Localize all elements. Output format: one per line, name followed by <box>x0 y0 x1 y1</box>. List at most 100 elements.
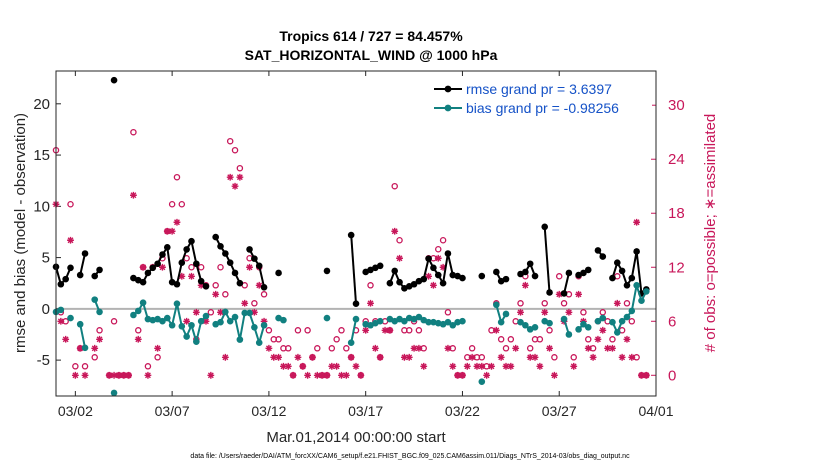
assimilated-point <box>105 371 113 379</box>
y-axis-label: rmse and bias (model - observation) <box>12 113 29 353</box>
y-tick-label: 15 <box>33 147 50 164</box>
bias-point <box>139 299 147 307</box>
assimilated-point <box>188 272 195 280</box>
rmse-point <box>110 76 118 84</box>
assimilated-point <box>197 281 205 289</box>
rmse-point <box>159 251 166 258</box>
rmse-point <box>420 275 428 283</box>
bias-point <box>347 339 355 346</box>
rmse-point <box>222 250 229 257</box>
assimilated-point <box>125 371 132 379</box>
assimilated-point <box>376 353 384 361</box>
possible-point <box>265 327 273 334</box>
rmse-line-segment <box>543 226 551 293</box>
bias-line-segment <box>132 301 207 343</box>
assimilated-point <box>502 362 510 370</box>
bias-series <box>52 281 650 397</box>
possible-point <box>517 300 524 307</box>
assimilated-point <box>226 173 234 181</box>
rmse-line-segment <box>133 240 207 287</box>
rmse-point <box>231 269 239 277</box>
rmse-point <box>618 267 626 275</box>
assimilated-point <box>521 281 529 289</box>
assimilated-point <box>584 344 592 352</box>
y-tick-label: -5 <box>37 352 50 369</box>
assimilated-point <box>323 371 331 379</box>
assimilated-point <box>415 344 423 352</box>
rmse-line-segment <box>350 234 357 304</box>
assimilated-point <box>71 371 79 379</box>
rmse-point <box>178 259 186 267</box>
x-tick-label: 03/27 <box>542 403 577 419</box>
rmse-line-segment <box>248 248 266 288</box>
rmse-point <box>493 268 500 276</box>
assimilated-point <box>163 227 171 235</box>
bias-point <box>260 321 268 329</box>
assimilated-point <box>570 362 578 370</box>
rmse-point <box>526 260 534 268</box>
assimilated-point <box>134 335 142 343</box>
bias-point <box>246 309 253 317</box>
possible-point <box>154 354 161 361</box>
possible-point <box>275 336 282 343</box>
assimilated-point <box>623 335 631 343</box>
assimilated-point <box>642 371 650 379</box>
possible-point <box>338 327 345 334</box>
bias-point <box>280 316 287 324</box>
possible-point <box>314 345 321 352</box>
plot-frame <box>55 70 657 397</box>
assimilated-point <box>362 326 370 334</box>
bias-point <box>623 313 631 321</box>
possible-point <box>391 182 398 190</box>
bias-point <box>159 317 166 325</box>
assimilated-point <box>367 299 374 307</box>
rmse-point <box>275 269 282 277</box>
assimilated-point <box>304 371 312 379</box>
assimilated-point <box>638 371 645 379</box>
y2-tick-label: 18 <box>668 205 685 222</box>
assimilated-point <box>526 353 534 361</box>
possible-point <box>415 327 423 334</box>
possible-point <box>251 300 258 307</box>
possible-point <box>570 354 577 361</box>
assimilated-point <box>381 326 389 334</box>
y-tick-label: 20 <box>33 96 50 113</box>
bias-point <box>628 307 636 315</box>
rmse-point <box>173 280 181 288</box>
possible-point <box>217 264 224 271</box>
assimilated-point <box>313 371 321 379</box>
rmse-point <box>633 248 640 255</box>
assimilated-point <box>507 362 515 370</box>
bias-point <box>76 320 84 328</box>
bias-point <box>444 318 452 326</box>
assimilated-point <box>483 371 491 379</box>
possible-point <box>333 336 340 343</box>
bias-point <box>449 321 457 329</box>
possible-point <box>468 345 476 352</box>
assimilated-point <box>468 353 476 361</box>
assimilated-point <box>449 362 457 370</box>
bias-point <box>493 301 500 309</box>
rmse-point <box>541 223 549 231</box>
bias-point <box>618 317 626 325</box>
possible-point <box>178 200 186 208</box>
rmse-point <box>396 278 403 286</box>
rmse-line-segment <box>55 266 72 286</box>
y2-tick-label: 30 <box>668 97 685 114</box>
possible-point <box>623 300 631 307</box>
bias-point <box>580 320 587 328</box>
bias-point <box>633 281 640 289</box>
possible-point <box>304 327 311 334</box>
y-axis-left: -5 0 5 10 15 20 <box>33 96 61 369</box>
assimilated-point <box>255 281 263 289</box>
rmse-point <box>76 271 84 279</box>
rmse-point <box>560 290 568 297</box>
assimilated-point <box>497 353 505 361</box>
y2-tick-label: 0 <box>668 367 676 384</box>
assimilated-point <box>91 344 99 352</box>
bias-point <box>197 317 205 325</box>
bias-point <box>502 310 510 318</box>
assimilated-point <box>260 317 268 325</box>
assimilated-point <box>575 290 582 298</box>
possible-point <box>628 318 636 325</box>
